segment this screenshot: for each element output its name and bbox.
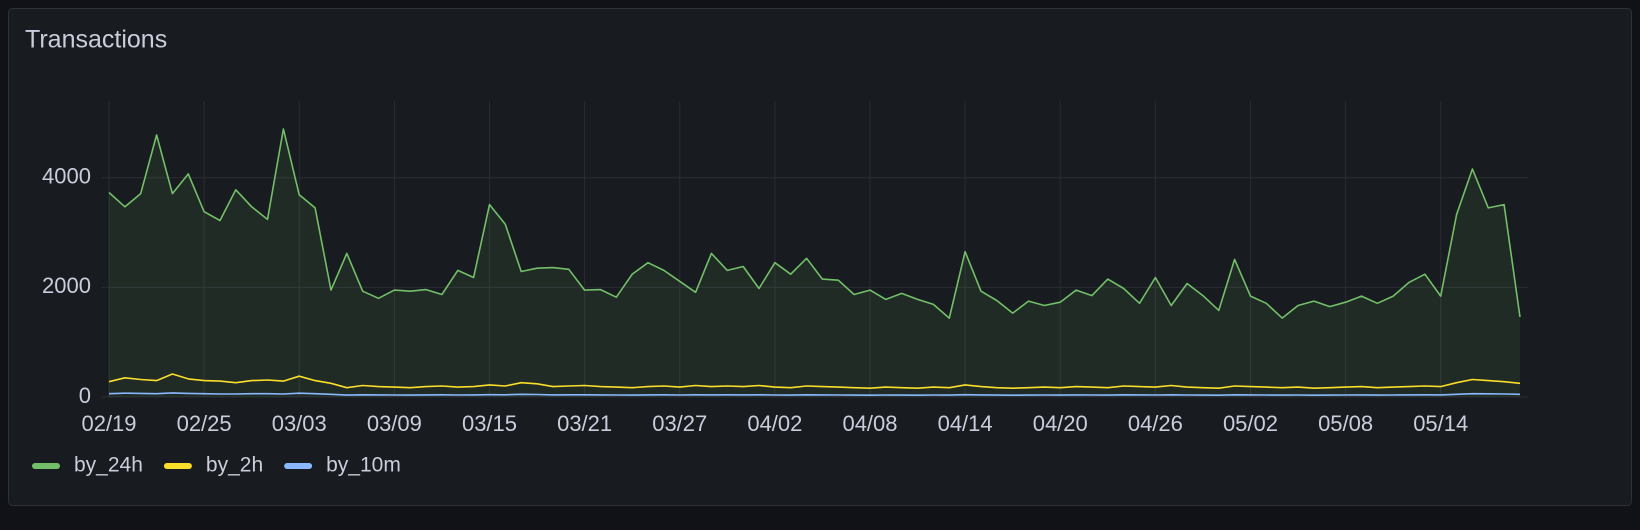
series-line: [108, 373, 1521, 390]
legend-label: by_2h: [206, 454, 263, 477]
x-tick-label: 04/14: [938, 411, 993, 436]
x-tick-label: 02/25: [177, 411, 232, 436]
x-tick-label: 04/02: [747, 411, 802, 436]
y-tick-label: 4000: [42, 164, 91, 189]
x-tick-label: 03/09: [367, 411, 422, 436]
x-tick-label: 03/15: [462, 411, 517, 436]
series-line: [108, 392, 1521, 397]
panel-title: Transactions: [25, 26, 167, 54]
x-tick-label: 05/14: [1413, 411, 1468, 436]
legend-label: by_24h: [74, 454, 143, 477]
y-tick-label: 2000: [42, 273, 91, 298]
x-tick-label: 05/02: [1223, 411, 1278, 436]
y-tick-label: 0: [79, 383, 91, 408]
panel-frame: [8, 8, 1632, 506]
x-tick-label: 04/26: [1128, 411, 1183, 436]
x-tick-label: 03/27: [652, 411, 707, 436]
legend-label: by_10m: [326, 454, 401, 477]
x-tick-label: 04/08: [842, 411, 897, 436]
x-tick-label: 05/08: [1318, 411, 1373, 436]
x-tick-label: 02/19: [81, 411, 136, 436]
area-fill: [109, 129, 1520, 397]
x-tick-label: 03/21: [557, 411, 612, 436]
x-tick-label: 03/03: [272, 411, 327, 436]
x-tick-label: 04/20: [1033, 411, 1088, 436]
series-line: [108, 128, 1521, 319]
